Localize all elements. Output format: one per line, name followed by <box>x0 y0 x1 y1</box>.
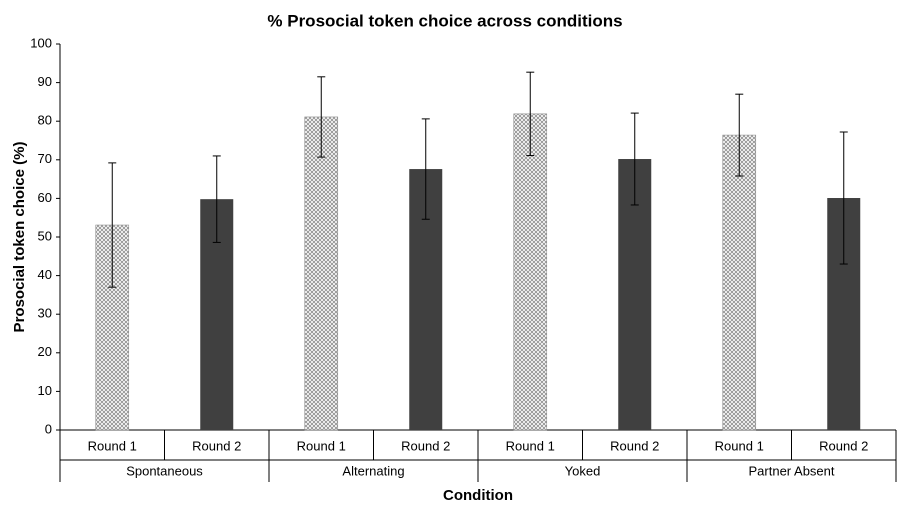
error-bar <box>526 71 535 157</box>
x-tick-label: Round 2 <box>401 438 450 453</box>
y-tick-label: 30 <box>38 306 52 321</box>
x-tick-label: Round 2 <box>819 438 868 453</box>
x-tick-label: Round 2 <box>192 438 241 453</box>
y-axis-title: Prosocial token choice (%) <box>11 142 28 333</box>
error-bar <box>108 162 117 288</box>
error-bar <box>735 93 744 177</box>
x-tick-label: Round 2 <box>610 438 659 453</box>
y-tick-label: 60 <box>38 190 52 205</box>
group-label: Partner Absent <box>749 463 835 478</box>
chart-title: % Prosocial token choice across conditio… <box>267 11 622 30</box>
group-label: Yoked <box>565 463 601 478</box>
error-bar <box>212 155 221 243</box>
x-axis-title: Condition <box>443 487 513 504</box>
error-bar <box>317 76 326 158</box>
y-tick-label: 70 <box>38 151 52 166</box>
bar <box>513 113 548 431</box>
y-tick-label: 80 <box>38 113 52 128</box>
bar <box>304 116 339 431</box>
y-tick-label: 50 <box>38 228 52 243</box>
group-label: Alternating <box>342 463 404 478</box>
y-tick-label: 40 <box>38 267 52 282</box>
y-tick-label: 100 <box>30 35 52 50</box>
x-tick-label: Round 1 <box>715 438 764 453</box>
y-tick-label: 20 <box>38 344 52 359</box>
x-tick-label: Round 1 <box>506 438 555 453</box>
error-bar <box>630 112 639 206</box>
x-tick-label: Round 1 <box>297 438 346 453</box>
x-tick-label: Round 1 <box>88 438 137 453</box>
error-bar <box>421 118 430 220</box>
bar <box>722 134 757 431</box>
error-bar <box>839 131 848 265</box>
group-label: Spontaneous <box>126 463 203 478</box>
y-tick-label: 90 <box>38 74 52 89</box>
y-tick-label: 10 <box>38 383 52 398</box>
y-tick-label: 0 <box>45 421 52 436</box>
